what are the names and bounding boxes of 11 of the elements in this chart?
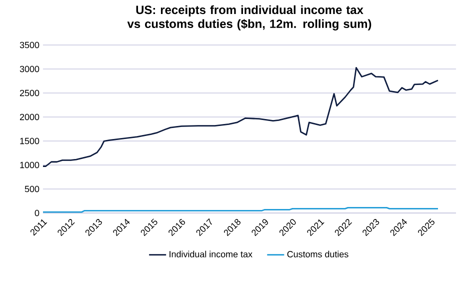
legend-label: Customs duties <box>287 250 348 258</box>
y-tick-label: 2500 <box>20 90 40 96</box>
y-tick-label: 1500 <box>20 138 40 144</box>
y-tick-label: 2000 <box>20 114 40 120</box>
y-tick-label: 3000 <box>20 66 40 72</box>
y-tick-label: 0 <box>34 210 40 216</box>
chart-title: US: receipts from individual income tax vs customs duties ($bn, 12m. rolling sum) <box>127 5 372 30</box>
legend-label: Individual income tax <box>170 250 252 258</box>
y-tick-label: 3500 <box>20 42 40 48</box>
y-tick-label: 500 <box>24 186 40 192</box>
y-tick-label: 1000 <box>20 162 40 168</box>
